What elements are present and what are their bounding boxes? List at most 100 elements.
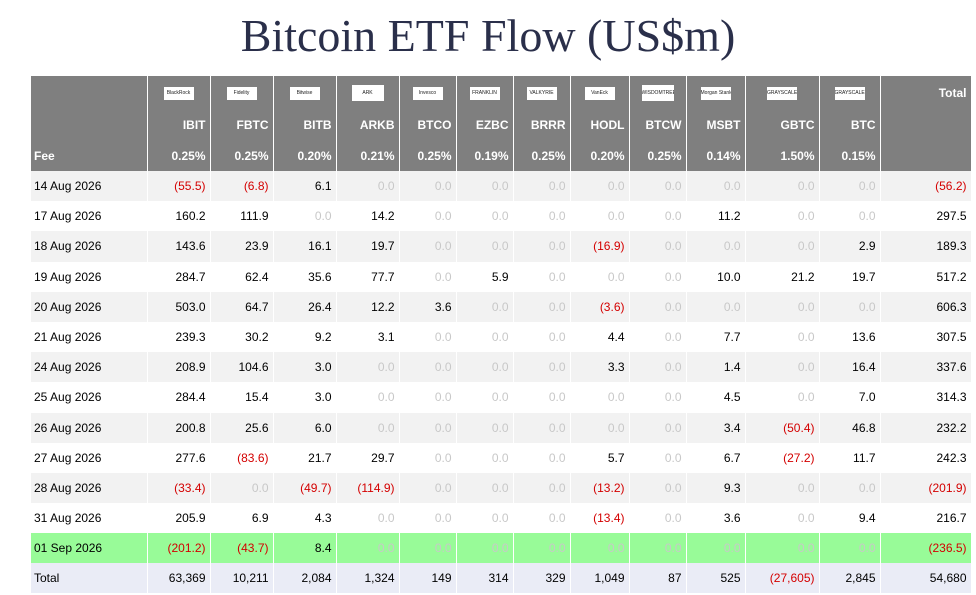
issuer-logo-cell: VALKYRIE bbox=[513, 76, 571, 109]
flow-cell: 277.6 bbox=[147, 442, 211, 473]
flow-cell: 0.0 bbox=[273, 201, 337, 232]
flow-cell: 0.0 bbox=[336, 382, 400, 413]
totals-cell: 329 bbox=[513, 563, 571, 594]
flow-cell: 205.9 bbox=[147, 503, 211, 534]
flow-cell: 0.0 bbox=[399, 261, 457, 292]
totals-label: Total bbox=[31, 563, 148, 594]
flow-cell: 0.0 bbox=[745, 201, 820, 232]
flow-cell: 160.2 bbox=[147, 201, 211, 232]
flow-cell: 0.0 bbox=[629, 472, 687, 504]
flow-cell: 0.0 bbox=[336, 352, 400, 383]
flow-cell: 0.0 bbox=[336, 533, 400, 564]
table-row: 18 Aug 2026 143.6 23.9 16.1 19.7 0.0 0.0 0.0 (16… bbox=[31, 231, 972, 262]
flow-cell: 0.0 bbox=[819, 171, 881, 202]
flow-cell: 239.3 bbox=[147, 321, 211, 353]
flow-cell: 0.0 bbox=[570, 382, 630, 413]
page-title: Bitcoin ETF Flow (US$m) bbox=[240, 10, 736, 61]
fee-cell: 0.19% bbox=[456, 141, 514, 171]
flow-cell: 0.0 bbox=[745, 231, 820, 262]
table-row: 17 Aug 2026 160.2 111.9 0.0 14.2 0.0 0.0 0.0 0.0… bbox=[31, 201, 972, 232]
totals-cell: 1,049 bbox=[570, 563, 630, 594]
flow-cell: 6.1 bbox=[273, 171, 337, 202]
fee-cell: 0.15% bbox=[819, 141, 881, 171]
flow-cell: 0.0 bbox=[513, 382, 571, 413]
issuer-logo: BlackRock bbox=[163, 86, 194, 100]
totals-cell: 63,369 bbox=[147, 563, 211, 594]
flow-cell: (55.5) bbox=[147, 171, 211, 202]
table-row: 27 Aug 2026 277.6 (83.6) 21.7 29.7 0.0 0.0 0.0 5… bbox=[31, 442, 972, 473]
flow-cell: 0.0 bbox=[399, 533, 457, 564]
flow-cell: 0.0 bbox=[629, 291, 687, 322]
issuer-logo: GRAYSCALE bbox=[767, 86, 797, 100]
flow-cell: 4.5 bbox=[686, 382, 746, 413]
flow-cell: (83.6) bbox=[210, 442, 274, 473]
flow-cell: 503.0 bbox=[147, 291, 211, 322]
flow-cell: 62.4 bbox=[210, 261, 274, 292]
flow-cell: 0.0 bbox=[399, 231, 457, 262]
flow-cell: 3.4 bbox=[686, 412, 746, 443]
fee-cell: 0.25% bbox=[513, 141, 571, 171]
ticker-header: BTC bbox=[819, 109, 881, 141]
flow-cell: 11.7 bbox=[819, 442, 881, 473]
flow-cell: 0.0 bbox=[570, 533, 630, 564]
flow-cell: 3.6 bbox=[399, 291, 457, 322]
ticker-header: MSBT bbox=[686, 109, 746, 141]
row-date: 26 Aug 2026 bbox=[31, 412, 148, 443]
issuer-logo-cell: FRANKLIN bbox=[456, 76, 514, 109]
issuer-logo-cell: Invesco bbox=[399, 76, 457, 109]
ticker-header: BRRR bbox=[513, 109, 571, 141]
table-row: 25 Aug 2026 284.4 15.4 3.0 0.0 0.0 0.0 0.0 0.0 0.… bbox=[31, 382, 972, 413]
row-total: 307.5 bbox=[880, 321, 972, 353]
flow-cell: 1.4 bbox=[686, 352, 746, 383]
fee-cell: 0.25% bbox=[629, 141, 687, 171]
flow-cell: 0.0 bbox=[629, 261, 687, 292]
issuer-logo: Fidelity bbox=[226, 86, 257, 100]
flow-cell: 15.4 bbox=[210, 382, 274, 413]
issuer-logo-cell: ARK bbox=[336, 76, 400, 109]
flow-cell: 0.0 bbox=[629, 503, 687, 534]
row-date: 25 Aug 2026 bbox=[31, 382, 148, 413]
flow-cell: 0.0 bbox=[570, 201, 630, 232]
flow-cell: 12.2 bbox=[336, 291, 400, 322]
flow-cell: 284.7 bbox=[147, 261, 211, 292]
flow-cell: 200.8 bbox=[147, 412, 211, 443]
flow-cell: (50.4) bbox=[745, 412, 820, 443]
flow-cell: 0.0 bbox=[513, 412, 571, 443]
flow-cell: 77.7 bbox=[336, 261, 400, 292]
flow-cell: 9.4 bbox=[819, 503, 881, 534]
fee-cell: 0.20% bbox=[273, 141, 337, 171]
row-total: 232.2 bbox=[880, 412, 972, 443]
flow-cell: 0.0 bbox=[336, 412, 400, 443]
total-column-header: Total bbox=[880, 76, 972, 109]
flow-cell: 13.6 bbox=[819, 321, 881, 353]
flow-cell: 0.0 bbox=[629, 321, 687, 353]
flow-cell: 11.2 bbox=[686, 201, 746, 232]
totals-cell: (27,605) bbox=[745, 563, 820, 594]
fee-label: Fee bbox=[31, 141, 148, 171]
flow-cell: 0.0 bbox=[686, 231, 746, 262]
row-total: (236.5) bbox=[880, 533, 972, 564]
flow-cell: 29.7 bbox=[336, 442, 400, 473]
issuer-logo: VanEck bbox=[584, 86, 615, 100]
flow-cell: 143.6 bbox=[147, 231, 211, 262]
totals-cell: 1,324 bbox=[336, 563, 400, 594]
flow-cell: 0.0 bbox=[456, 321, 514, 353]
flow-cell: 64.7 bbox=[210, 291, 274, 322]
flow-cell: 0.0 bbox=[629, 171, 687, 202]
row-date: 20 Aug 2026 bbox=[31, 291, 148, 322]
flow-cell: (43.7) bbox=[210, 533, 274, 564]
flow-cell: 7.0 bbox=[819, 382, 881, 413]
table-row: 26 Aug 2026 200.8 25.6 6.0 0.0 0.0 0.0 0.0 0.0 0.… bbox=[31, 412, 972, 443]
etf-flow-table: BlackRock Fidelity Bitwise ARK Invesco FRANKL… bbox=[31, 76, 972, 594]
ticker-header: HODL bbox=[570, 109, 630, 141]
row-date: 17 Aug 2026 bbox=[31, 201, 148, 232]
flow-cell: 21.7 bbox=[273, 442, 337, 473]
flow-cell: 0.0 bbox=[629, 412, 687, 443]
flow-cell: 19.7 bbox=[336, 231, 400, 262]
flow-cell: 0.0 bbox=[570, 171, 630, 202]
totals-cell: 2,084 bbox=[273, 563, 337, 594]
flow-cell: 0.0 bbox=[513, 533, 571, 564]
issuer-logo-cell: GRAYSCALE bbox=[819, 76, 881, 109]
flow-cell: (27.2) bbox=[745, 442, 820, 473]
issuer-logo: Invesco bbox=[412, 86, 443, 100]
